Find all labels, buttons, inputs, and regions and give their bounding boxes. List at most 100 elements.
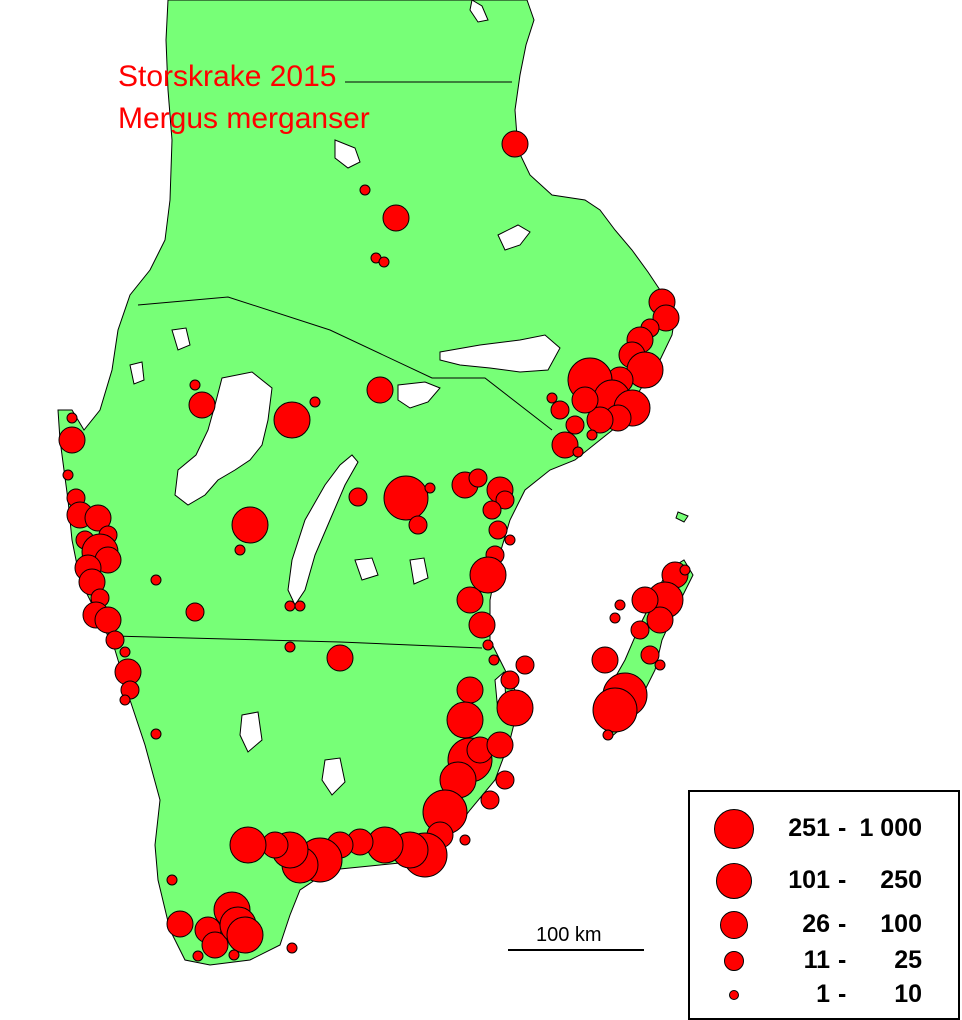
observation-circle: [495, 770, 515, 790]
observation-circle: [84, 504, 112, 532]
observation-circle: [640, 645, 660, 665]
observation-circle: [488, 654, 500, 666]
legend-dash: -: [838, 910, 847, 938]
observation-circle: [652, 304, 680, 332]
legend-circle-icon: [729, 990, 739, 1000]
observation-circle: [66, 412, 78, 424]
observation-circle: [591, 646, 619, 674]
observation-circle: [326, 644, 354, 672]
observation-circle: [565, 415, 585, 435]
observation-circle: [654, 659, 666, 671]
observation-circle: [286, 942, 298, 954]
observation-circle: [273, 401, 311, 439]
observation-circle: [614, 599, 626, 611]
legend-low: 11: [803, 946, 830, 974]
observation-circle: [58, 426, 86, 454]
legend-row: 101 - 250: [690, 860, 960, 900]
observation-circle: [294, 600, 306, 612]
observation-circle: [201, 931, 229, 959]
observation-circle: [679, 564, 691, 576]
observation-circle: [496, 689, 534, 727]
observation-circle: [550, 400, 570, 420]
legend-circle-icon: [714, 809, 754, 849]
scale-bar-label: 100 km: [536, 924, 602, 946]
observation-circle: [482, 500, 502, 520]
observation-circle: [189, 379, 201, 391]
observation-circle: [366, 376, 394, 404]
observation-circle: [602, 729, 614, 741]
observation-circle: [468, 611, 496, 639]
observation-circle: [62, 469, 74, 481]
observation-circle: [609, 612, 621, 624]
legend-low: 251: [788, 814, 830, 842]
observation-circle: [586, 429, 598, 441]
observation-circle: [166, 874, 178, 886]
observation-markers: [58, 130, 691, 962]
legend-circle-icon: [716, 863, 752, 899]
observation-circle: [456, 676, 484, 704]
observation-circle: [459, 834, 471, 846]
observation-circle: [424, 482, 436, 494]
observation-circle: [105, 630, 125, 650]
observation-circle: [551, 431, 579, 459]
observation-circle: [229, 826, 267, 864]
legend-circle-icon: [724, 951, 744, 971]
observation-circle: [226, 916, 264, 954]
observation-circle: [504, 534, 516, 546]
legend-circle-icon: [720, 911, 748, 939]
observation-circle: [119, 646, 131, 658]
legend-row: 11 - 25: [690, 940, 960, 980]
legend-high: 10: [894, 980, 922, 1008]
observation-circle: [348, 487, 368, 507]
observation-circle: [631, 586, 659, 614]
observation-circle: [495, 490, 515, 510]
observation-circle: [592, 687, 638, 733]
observation-circle: [284, 641, 296, 653]
map-title: Storskrake 2015: [118, 60, 337, 93]
observation-circle: [166, 910, 194, 938]
legend-dash: -: [838, 980, 847, 1008]
observation-circle: [383, 475, 429, 521]
islet: [675, 511, 689, 523]
observation-circle: [646, 606, 674, 634]
legend-low: 26: [802, 910, 830, 938]
observation-circle: [408, 515, 428, 535]
lakes: [129, 0, 561, 796]
observation-circle: [119, 694, 131, 706]
observation-circle: [630, 620, 650, 640]
legend-row: 1 - 10: [690, 974, 960, 1014]
observation-circle: [188, 391, 216, 419]
observation-circle: [546, 392, 558, 404]
mainland: [57, 0, 677, 966]
legend-high: 100: [880, 910, 922, 938]
observation-circle: [94, 606, 122, 634]
legend-high: 25: [894, 946, 922, 974]
observation-circle: [446, 701, 484, 739]
observation-circle: [456, 586, 484, 614]
observation-circle: [469, 556, 507, 594]
observation-circle: [501, 130, 529, 158]
observation-circle: [150, 728, 162, 740]
observation-circle: [515, 655, 535, 675]
observation-circle: [359, 184, 371, 196]
observation-circle: [468, 468, 488, 488]
legend-row: 251 - 1 000: [690, 808, 960, 849]
observation-circle: [382, 204, 410, 232]
observation-circle: [500, 670, 520, 690]
observation-circle: [571, 386, 599, 414]
legend-dash: -: [838, 866, 847, 894]
observation-circle: [150, 574, 162, 586]
county-borders: [114, 81, 553, 649]
map-subtitle: Mergus merganser: [118, 102, 370, 135]
observation-circle: [234, 544, 246, 556]
observation-circle: [486, 731, 514, 759]
observation-circle: [185, 602, 205, 622]
legend-low: 101: [788, 866, 830, 894]
legend: 251 - 1 000 101 - 250 26 - 100 11 - 25 1…: [688, 790, 960, 1020]
observation-circle: [572, 446, 584, 458]
legend-high: 250: [880, 866, 922, 894]
observation-circle: [480, 790, 500, 810]
observation-circle: [228, 949, 240, 961]
observation-circle: [488, 520, 508, 540]
